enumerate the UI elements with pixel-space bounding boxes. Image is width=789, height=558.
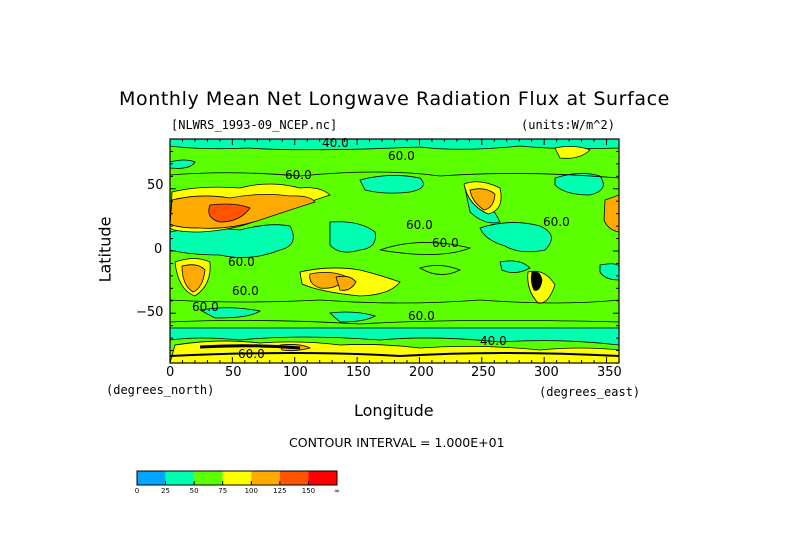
contour-label: 60.0 [232, 284, 259, 298]
x-axis-label: Longitude [354, 401, 434, 420]
x-tick-label: 50 [225, 365, 242, 380]
y-axis-label: Latitude [95, 216, 115, 283]
colorbar-label: 125 [273, 487, 287, 495]
contour-label: 60.0 [432, 236, 459, 250]
colorbar-swatch [222, 471, 252, 485]
colorbar-label: 75 [218, 487, 228, 495]
y-tick-label: −50 [136, 305, 164, 320]
contour-label: 60.0 [388, 149, 415, 163]
y-unit-label: (degrees_north) [106, 383, 215, 397]
colorbar-label: 25 [161, 487, 171, 495]
contour-label: 60.0 [238, 347, 265, 361]
x-unit-label: (degrees_east) [539, 385, 641, 399]
x-tick-label: 0 [166, 365, 175, 380]
x-tick-label: 300 [534, 365, 559, 380]
colorbar-frame [136, 470, 338, 486]
file-subtitle: [NLWRS_1993-09_NCEP.nc] [171, 118, 338, 132]
contour-label: 60.0 [408, 309, 435, 323]
colorbar-label: ∞ [334, 487, 340, 495]
contour-label: 40.0 [480, 334, 507, 348]
contour-label: 60.0 [543, 215, 570, 229]
colorbar-swatch [251, 471, 280, 485]
colorbar-swatch [194, 471, 223, 485]
x-tick-label: 350 [597, 365, 622, 380]
colorbar-swatch [165, 471, 195, 485]
y-tick-label: 0 [154, 242, 163, 257]
contour-label: 60.0 [285, 168, 312, 182]
chart-title: Monthly Mean Net Longwave Radiation Flux… [119, 88, 670, 110]
contour-label: 60.0 [192, 300, 219, 314]
colorbar-swatch [308, 471, 337, 485]
x-tick-label: 150 [346, 365, 371, 380]
contour-label: 60.0 [228, 255, 255, 269]
y-tick-label: 50 [147, 178, 164, 193]
x-tick-label: 100 [283, 365, 308, 380]
x-tick-label: 250 [471, 365, 496, 380]
colorbar-label: 150 [301, 487, 316, 495]
x-tick-label: 200 [409, 365, 434, 380]
colorbar [136, 470, 338, 486]
contour-label: 60.0 [406, 218, 433, 232]
contour-label: 40.0 [322, 136, 349, 150]
units-subtitle: (units:W/m^2) [521, 118, 615, 132]
colorbar-label: 50 [189, 487, 199, 495]
contour-interval: CONTOUR INTERVAL = 1.000E+01 [289, 435, 505, 450]
colorbar-label: 0 [134, 487, 140, 495]
colorbar-swatch [137, 471, 166, 485]
colorbar-swatch [279, 471, 309, 485]
field-fill [170, 139, 619, 363]
colorbar-label: 100 [244, 487, 258, 495]
